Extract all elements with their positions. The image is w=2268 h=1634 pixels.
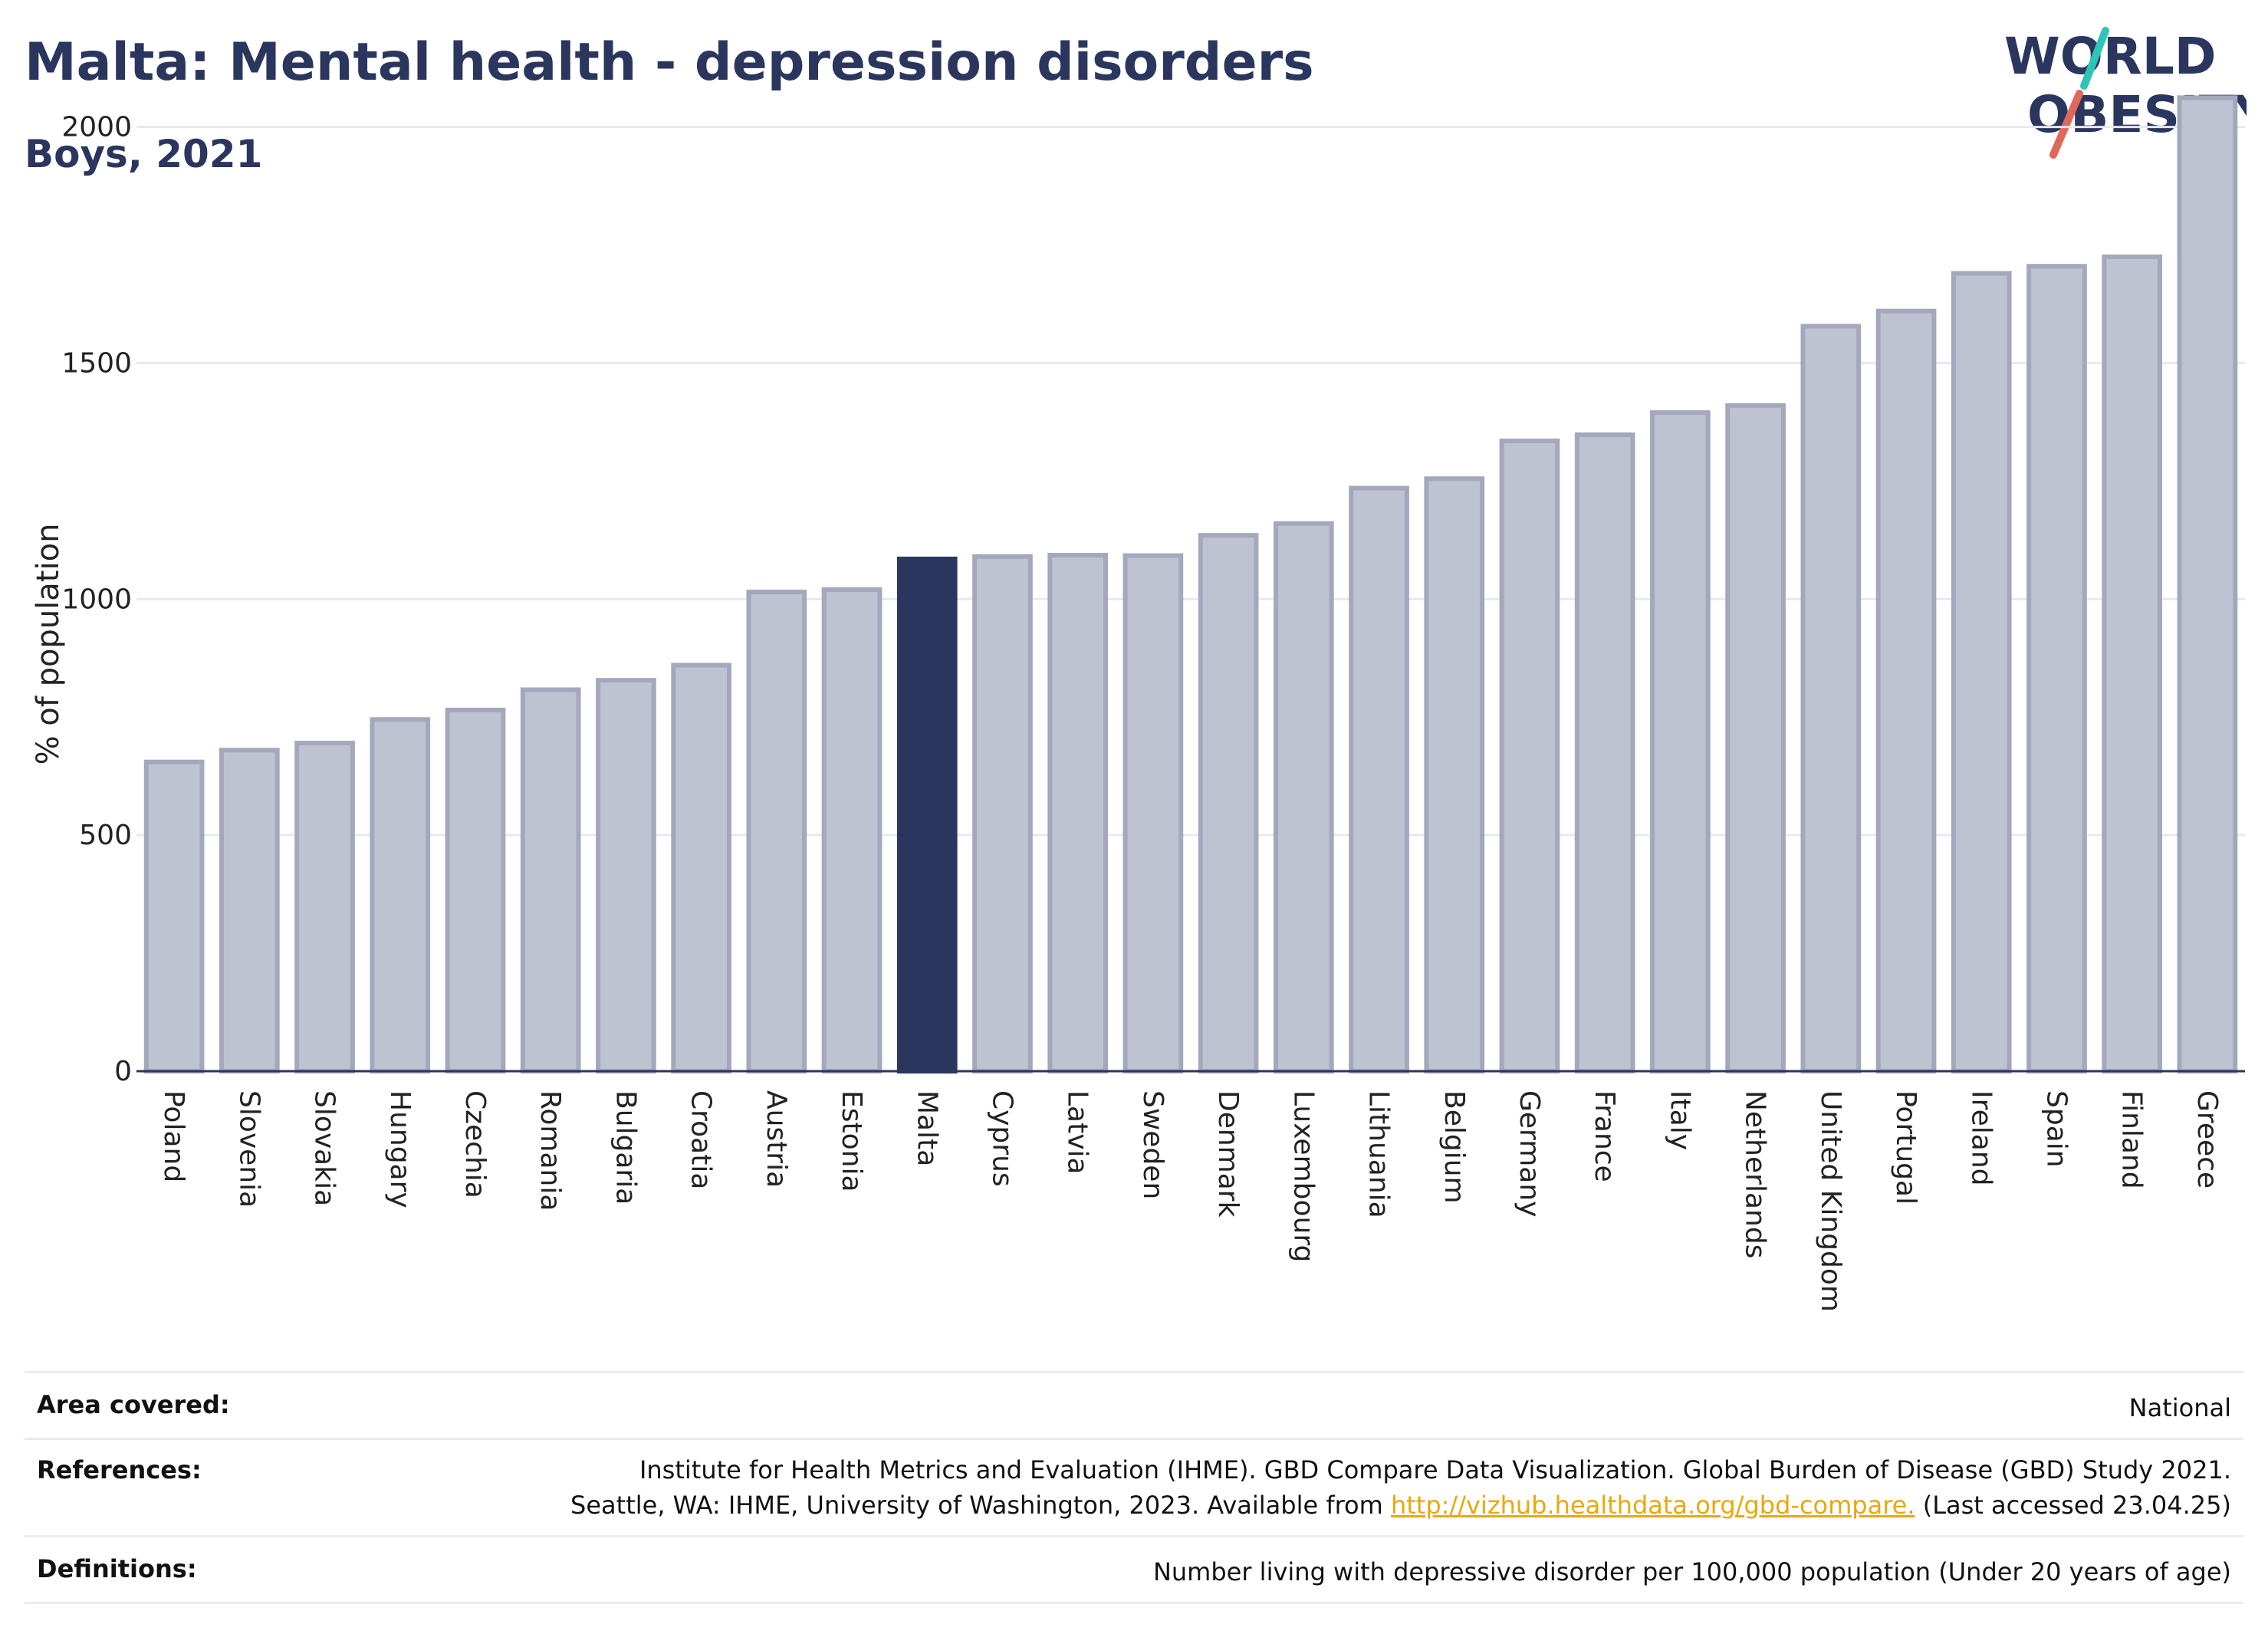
x-tick-label: Austria xyxy=(761,1090,792,1188)
bar-sweden[interactable] xyxy=(1122,553,1184,1073)
x-tick-label: Netherlands xyxy=(1740,1090,1771,1258)
x-tick-label: Cyprus xyxy=(986,1090,1017,1187)
x-tick-label: Germany xyxy=(1514,1090,1545,1217)
area-covered-value: National xyxy=(2128,1393,2231,1422)
x-tick-label: Slovenia xyxy=(233,1090,265,1208)
x-tick-label: Romania xyxy=(534,1090,566,1211)
chart-title: Malta: Mental health - depression disord… xyxy=(25,32,1314,93)
bar-croatia[interactable] xyxy=(671,662,731,1073)
x-tick-label: Bulgaria xyxy=(610,1090,641,1205)
x-tick-label: Hungary xyxy=(384,1090,416,1208)
bar-italy[interactable] xyxy=(1650,410,1711,1073)
y-tick-label: 1500 xyxy=(61,347,132,379)
bar-lithuania[interactable] xyxy=(1349,485,1409,1073)
bar-czechia[interactable] xyxy=(445,707,506,1073)
x-tick-label: Poland xyxy=(158,1090,189,1182)
logo-line1: WORLD xyxy=(2004,27,2217,86)
bar-chart: 0 500 1000 1500 2000 Poland Slovenia Slovakia H… xyxy=(31,95,2245,1312)
x-tick-label: Czechia xyxy=(459,1090,491,1198)
x-tick-label: Spain xyxy=(2040,1090,2072,1168)
references-label: References: xyxy=(37,1455,202,1484)
x-tick-label: Finland xyxy=(2116,1090,2148,1189)
logo-slash-bottom xyxy=(2049,90,2083,159)
x-tick-labels: Poland Slovenia Slovakia Hungary Czechia Roma… xyxy=(158,1090,2223,1312)
x-tick-label: Slovakia xyxy=(309,1090,340,1206)
bar-spain[interactable] xyxy=(2026,264,2087,1073)
x-tick-label: Denmark xyxy=(1212,1090,1244,1218)
x-tick-label: Sweden xyxy=(1137,1090,1169,1199)
bar-finland[interactable] xyxy=(2102,254,2163,1074)
x-tick-label: Luxembourg xyxy=(1287,1090,1319,1262)
y-tick-label: 0 xyxy=(114,1056,132,1087)
references-line2-pre: Seattle, WA: IHME, University of Washing… xyxy=(570,1491,1383,1520)
bar-slovakia[interactable] xyxy=(294,741,355,1073)
logo-slash-top xyxy=(2080,27,2109,90)
bar-belgium[interactable] xyxy=(1424,476,1485,1073)
x-tick-label: Estonia xyxy=(836,1090,867,1192)
bar-germany[interactable] xyxy=(1499,439,1560,1073)
x-tick-label: Lithuania xyxy=(1363,1090,1395,1218)
bar-hungary[interactable] xyxy=(370,717,431,1073)
y-tick-label: 2000 xyxy=(61,112,132,143)
y-tick-label: 500 xyxy=(79,820,132,851)
references-line1: Institute for Health Metrics and Evaluat… xyxy=(639,1455,2231,1484)
references-line2: Seattle, WA: IHME, University of Washing… xyxy=(570,1488,2231,1523)
bar-portugal[interactable] xyxy=(1875,308,1937,1073)
y-tick-label: 1000 xyxy=(61,584,132,615)
bar-ireland[interactable] xyxy=(1951,271,2012,1073)
bar-romania[interactable] xyxy=(520,687,581,1073)
bars xyxy=(143,95,2238,1074)
x-tick-label: Malta xyxy=(911,1090,942,1166)
x-tick-label: Italy xyxy=(1664,1090,1695,1150)
chart-subtitle: Boys, 2021 xyxy=(25,132,263,176)
x-tick-label: Belgium xyxy=(1438,1090,1470,1204)
references-value: Institute for Health Metrics and Evaluat… xyxy=(570,1452,2231,1523)
bar-slovenia[interactable] xyxy=(219,748,280,1073)
definitions-label: Definitions: xyxy=(37,1554,197,1583)
references-line2-post: (Last accessed 23.04.25) xyxy=(1922,1491,2231,1520)
x-tick-label: Latvia xyxy=(1062,1090,1093,1175)
x-tick-label: Ireland xyxy=(1965,1090,1997,1186)
references-link[interactable]: http://vizhub.healthdata.org/gbd-compare… xyxy=(1390,1491,1915,1520)
area-covered-label: Area covered: xyxy=(37,1390,230,1419)
references-row: References: Institute for Health Metrics… xyxy=(25,1438,2243,1535)
x-tick-label: Croatia xyxy=(685,1090,717,1189)
definitions-row: Definitions: Number living with depressi… xyxy=(25,1535,2243,1604)
bar-denmark[interactable] xyxy=(1198,533,1259,1073)
x-tick-label: Portugal xyxy=(1890,1090,1921,1205)
x-tick-label: France xyxy=(1589,1090,1620,1182)
bar-cyprus[interactable] xyxy=(972,554,1033,1073)
bar-bulgaria[interactable] xyxy=(596,678,656,1074)
y-axis-label: % of population xyxy=(31,524,66,765)
area-covered-row: Area covered: National xyxy=(25,1371,2243,1438)
bar-malta[interactable] xyxy=(896,556,958,1073)
bar-netherlands[interactable] xyxy=(1725,403,1786,1073)
bar-luxembourg[interactable] xyxy=(1273,521,1334,1073)
x-tick-label: United Kingdom xyxy=(1815,1090,1846,1312)
bar-austria[interactable] xyxy=(746,590,807,1073)
bar-greece[interactable] xyxy=(2177,95,2238,1074)
y-tick-labels: 0 500 1000 1500 2000 xyxy=(61,112,132,1087)
info-table: Area covered: National References: Insti… xyxy=(25,1371,2243,1604)
definitions-value: Number living with depressive disorder p… xyxy=(1152,1557,2231,1586)
bar-latvia[interactable] xyxy=(1047,553,1109,1073)
world-obesity-logo: WORLD OBESITY xyxy=(2004,27,2247,159)
x-tick-label: Greece xyxy=(2191,1090,2223,1189)
bar-poland[interactable] xyxy=(143,759,205,1073)
bar-france[interactable] xyxy=(1574,432,1635,1073)
bar-united-kingdom[interactable] xyxy=(1800,324,1862,1074)
bar-estonia[interactable] xyxy=(821,587,883,1073)
